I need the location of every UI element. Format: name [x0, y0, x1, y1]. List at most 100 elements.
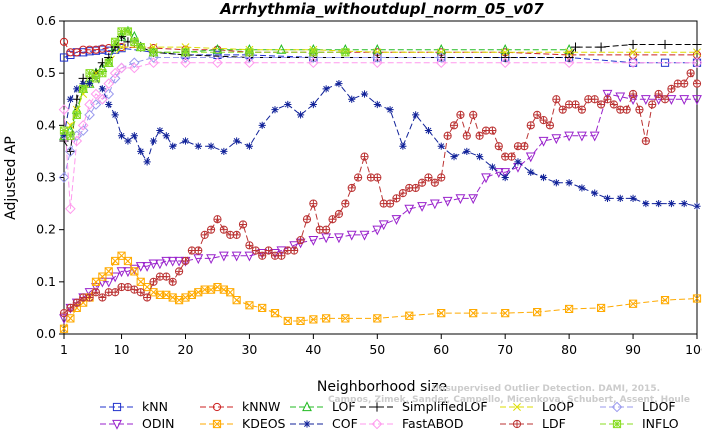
data-point-ldf	[430, 178, 439, 187]
data-point-inflo	[72, 110, 81, 119]
data-point-cof	[360, 90, 369, 98]
data-point-odin	[206, 254, 216, 265]
data-point-ldf	[686, 69, 695, 78]
data-point-cof	[591, 189, 599, 197]
data-point-odin	[538, 136, 549, 147]
series-line-fastabod	[63, 62, 697, 209]
data-point-odin	[346, 230, 357, 241]
data-point-ldf	[603, 95, 612, 104]
data-point-odin	[468, 194, 479, 205]
series-odin	[59, 89, 702, 325]
data-point-ldf	[194, 246, 203, 255]
data-point-cof	[296, 111, 305, 119]
data-point-ldf	[174, 267, 184, 276]
data-point-odin	[161, 256, 172, 267]
data-point-fastabod	[97, 93, 108, 105]
data-point-inflo	[59, 126, 69, 135]
data-point-ldf	[354, 173, 363, 182]
data-point-odin	[481, 173, 491, 184]
data-point-odin	[359, 230, 370, 241]
data-point-cof	[655, 199, 663, 208]
data-point-simplifiedlof	[65, 146, 75, 157]
legend-marker	[611, 401, 623, 413]
data-point-ldf	[424, 173, 433, 182]
data-point-kdeos	[533, 307, 542, 317]
data-point-kdeos	[628, 299, 638, 308]
data-point-ldf	[622, 105, 631, 114]
data-point-ldf	[552, 95, 561, 104]
y-tick-label: 0.0	[36, 326, 56, 341]
legend-item-knn: kNN	[100, 399, 168, 414]
plot-area	[58, 25, 702, 333]
data-point-knnw	[85, 45, 94, 54]
x-tick-label: 70	[497, 342, 513, 357]
data-point-odin	[276, 246, 287, 257]
watermark-line-2: Campos, Zimek, Sander, Campello, Micenko…	[328, 395, 690, 405]
data-point-kdeos	[660, 295, 670, 305]
data-point-cof	[578, 184, 586, 192]
data-point-ldf	[545, 121, 555, 130]
data-point-simplifiedlof	[596, 42, 606, 52]
data-point-knnw	[91, 45, 101, 54]
data-point-cof	[642, 199, 650, 208]
data-point-cof	[111, 111, 119, 119]
x-tick-label: 40	[305, 342, 321, 357]
data-point-cof	[105, 100, 113, 109]
data-point-ldf	[417, 178, 427, 187]
data-point-knn	[692, 58, 702, 67]
data-point-inflo	[130, 37, 139, 46]
data-point-cof	[680, 199, 688, 208]
data-point-ldf	[577, 105, 587, 114]
data-point-kdeos	[437, 309, 446, 318]
y-tick-label: 0.1	[36, 274, 56, 289]
data-point-kdeos	[309, 315, 318, 324]
data-point-cof	[149, 137, 158, 145]
data-point-ldof	[84, 109, 95, 121]
legend: kNN kNNW LOF SimplifiedLOF LoOP LDOF ODIN KDEOS…	[100, 399, 679, 431]
data-point-simplifiedlof	[660, 39, 670, 50]
x-axis-label: Neighborhood size	[317, 379, 447, 395]
data-point-ldf	[290, 246, 299, 255]
data-point-cof	[220, 147, 228, 156]
data-point-ldf	[443, 131, 452, 140]
data-point-inflo	[98, 69, 107, 78]
data-point-fastabod	[563, 57, 575, 69]
data-point-cof	[271, 106, 279, 114]
data-point-cof	[629, 194, 637, 202]
legend-label: kNNW	[242, 399, 280, 414]
data-point-odin	[378, 220, 389, 231]
data-point-inflo	[79, 84, 88, 93]
data-point-odin	[602, 89, 613, 100]
data-point-ldof	[77, 125, 89, 136]
data-point-cof	[501, 173, 509, 182]
axes: 1 10 20 30 40 50 60 70 80 90 100 0.0 0.1 0.2 0.3 0.4 0.5…	[36, 13, 702, 357]
data-point-kdeos	[130, 267, 139, 276]
data-point-kdeos	[565, 304, 574, 314]
data-point-fastabod	[58, 104, 70, 115]
data-point-simplifiedlof	[628, 39, 638, 50]
data-point-cof	[616, 194, 624, 202]
data-point-ldf	[72, 298, 81, 307]
data-point-simplifiedlof	[692, 39, 702, 50]
data-point-kdeos	[692, 294, 702, 303]
data-point-ldf	[609, 100, 618, 109]
data-point-fastabod	[129, 62, 140, 74]
data-point-odin	[97, 277, 108, 288]
legend-marker	[612, 419, 622, 429]
y-tick-label: 0.6	[36, 13, 56, 28]
x-tick-label: 30	[241, 342, 257, 357]
data-point-odin	[308, 236, 319, 246]
x-tick-label: 1	[60, 342, 68, 357]
data-point-cof	[412, 111, 420, 119]
x-tick-label: 100	[685, 342, 702, 357]
data-point-ldf	[660, 95, 670, 104]
data-point-odin	[321, 233, 332, 244]
data-point-ldf	[302, 215, 312, 224]
data-point-ldf	[533, 110, 542, 119]
data-point-kdeos	[596, 303, 606, 313]
data-point-ldf	[85, 293, 94, 302]
y-tick-label: 0.4	[36, 117, 56, 132]
data-point-ldf	[590, 95, 599, 104]
data-point-kdeos	[469, 309, 478, 318]
data-point-kdeos	[296, 316, 305, 326]
